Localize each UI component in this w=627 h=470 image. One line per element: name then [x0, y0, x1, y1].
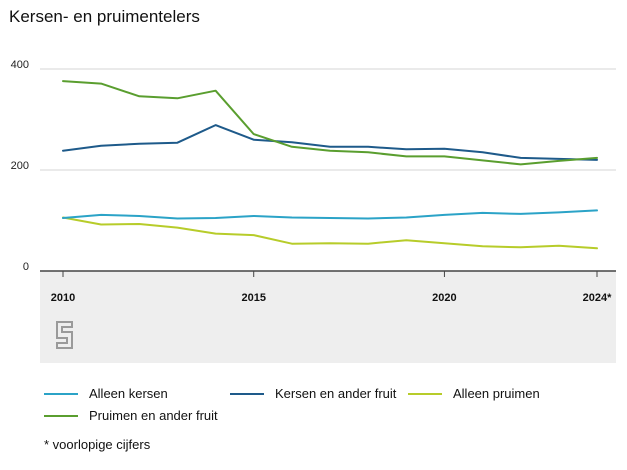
y-axis-labels: 0 200 400 — [11, 59, 29, 273]
x-tick-label: 2010 — [51, 292, 75, 304]
x-tick-label: 2020 — [432, 292, 456, 304]
legend-label: Alleen kersen — [89, 386, 168, 401]
x-axis-labels: 2010 2015 2020 2024* — [51, 271, 612, 304]
legend-swatch — [230, 392, 264, 395]
legend-swatch — [44, 414, 78, 417]
y-tick-label: 200 — [11, 160, 29, 172]
x-axis-band — [40, 271, 616, 363]
legend-item-kersen-en-ander-fruit: Kersen en ander fruit — [230, 386, 396, 401]
legend-item-alleen-kersen: Alleen kersen — [44, 386, 168, 401]
series-line-alleen-kersen — [62, 209, 598, 220]
y-tick-label: 400 — [11, 59, 29, 71]
legend-label: Pruimen en ander fruit — [89, 408, 218, 423]
x-tick-label: 2015 — [241, 292, 265, 304]
legend-item-alleen-pruimen: Alleen pruimen — [408, 386, 540, 401]
x-tick-label: 2024* — [583, 292, 612, 304]
legend-swatch — [44, 392, 78, 395]
gridlines — [40, 68, 616, 272]
cbs-logo-icon — [56, 321, 73, 349]
y-tick-label: 0 — [23, 261, 29, 273]
series-line-alleen-pruimen — [62, 216, 598, 250]
series-lines — [62, 80, 598, 250]
legend-swatch — [408, 392, 442, 395]
series-line-kersen-en-ander-fruit — [62, 124, 598, 161]
chart-title: Kersen- en pruimentelers — [9, 7, 200, 26]
legend-label: Kersen en ander fruit — [275, 386, 397, 401]
legend-item-pruimen-en-ander-fruit: Pruimen en ander fruit — [44, 408, 218, 423]
footnote: * voorlopige cijfers — [44, 437, 151, 452]
series-line-pruimen-en-ander-fruit — [62, 80, 598, 166]
legend-label: Alleen pruimen — [453, 386, 540, 401]
